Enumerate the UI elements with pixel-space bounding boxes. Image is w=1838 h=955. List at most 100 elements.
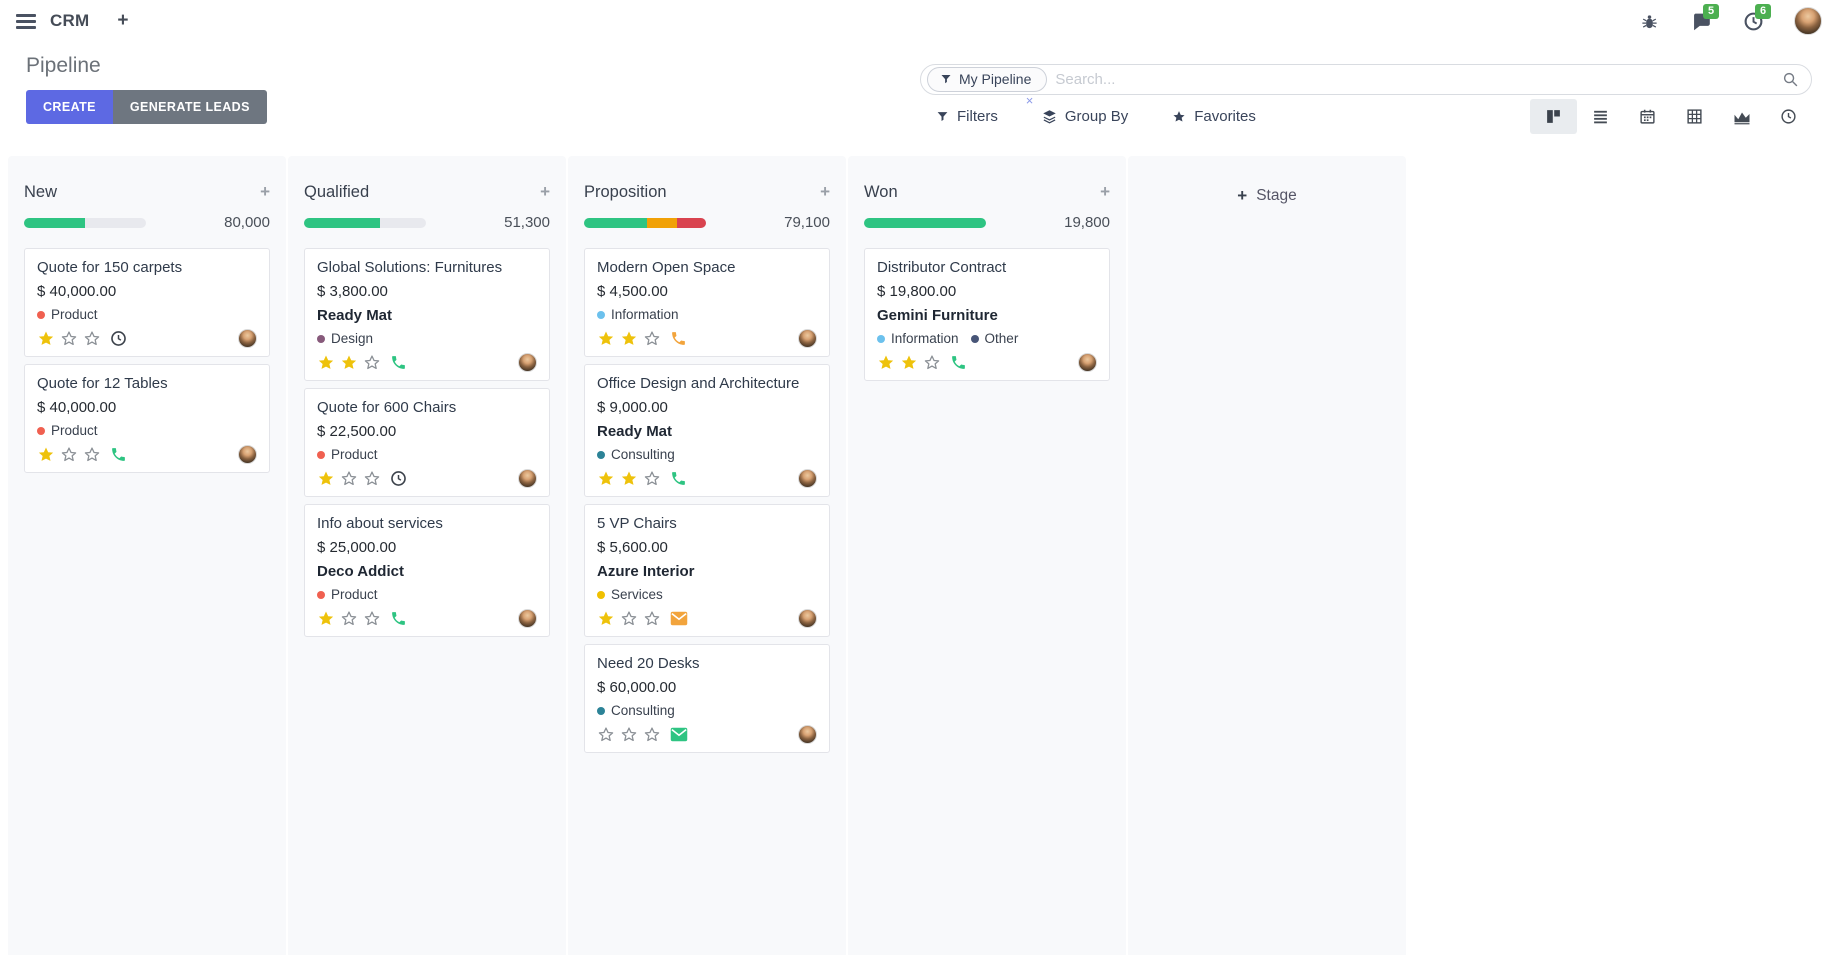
add-tab-icon[interactable]: + <box>117 10 129 31</box>
tag-dot <box>970 334 979 343</box>
star-filled-icon[interactable] <box>620 330 638 348</box>
kanban-column-qualified: Qualified +51,300 Global Solutions: Furnit… <box>288 156 566 955</box>
messages-icon[interactable]: 5 <box>1690 4 1720 32</box>
column-progressbar[interactable] <box>24 217 146 228</box>
star-empty-icon[interactable] <box>620 610 638 628</box>
star-empty-icon[interactable] <box>597 726 615 744</box>
graph-view-icon[interactable] <box>1718 99 1765 134</box>
star-empty-icon[interactable] <box>363 610 381 628</box>
envelope-icon[interactable] <box>670 727 688 742</box>
star-empty-icon[interactable] <box>60 330 78 348</box>
facet-remove-icon[interactable]: × <box>1025 93 1034 108</box>
star-empty-icon[interactable] <box>643 330 661 348</box>
kanban-card[interactable]: Quote for 150 carpets $ 40,000.00 Product <box>24 248 270 357</box>
star-empty-icon[interactable] <box>83 446 101 464</box>
kanban-card[interactable]: Global Solutions: Furnitures $ 3,800.00 Re… <box>304 248 550 381</box>
add-stage-button[interactable]: + Stage <box>1237 186 1296 206</box>
star-filled-icon[interactable] <box>597 470 615 488</box>
kanban-view-icon[interactable] <box>1530 99 1577 134</box>
tag-label: Product <box>331 587 378 602</box>
star-empty-icon[interactable] <box>363 470 381 488</box>
control-panel: Pipeline CREATE GENERATE LEADS My Pipeli… <box>0 42 1838 154</box>
column-name: New <box>24 182 58 201</box>
star-empty-icon[interactable] <box>340 610 358 628</box>
phone-icon[interactable] <box>390 610 407 627</box>
search-icon[interactable] <box>1782 71 1799 88</box>
tag-dot <box>317 334 325 343</box>
phone-icon[interactable] <box>670 470 687 487</box>
search-bar[interactable]: My Pipeline × <box>920 64 1812 107</box>
progress-segment[interactable] <box>304 217 380 228</box>
star-filled-icon[interactable] <box>317 354 335 372</box>
column-progressbar[interactable] <box>304 217 426 228</box>
search-facet-my-pipeline[interactable]: My Pipeline <box>927 67 1048 92</box>
star-filled-icon[interactable] <box>900 354 918 372</box>
kanban-card[interactable]: Quote for 12 Tables $ 40,000.00 Product <box>24 364 270 473</box>
kanban-card[interactable]: Modern Open Space $ 4,500.00 Information <box>584 248 830 357</box>
search-input[interactable] <box>1047 71 1782 88</box>
column-progressbar[interactable] <box>864 217 986 228</box>
kanban-card[interactable]: Office Design and Architecture $ 9,000.00… <box>584 364 830 497</box>
star-filled-icon[interactable] <box>317 470 335 488</box>
phone-icon[interactable] <box>390 354 407 371</box>
calendar-view-icon[interactable] <box>1624 99 1671 134</box>
group-by-button[interactable]: Group By <box>1042 108 1128 125</box>
column-name: Won <box>864 182 898 201</box>
add-record-icon[interactable]: + <box>540 182 550 201</box>
star-empty-icon[interactable] <box>363 354 381 372</box>
clock-icon[interactable] <box>110 330 127 347</box>
column-header: New + <box>24 182 270 202</box>
phone-icon[interactable] <box>950 354 967 371</box>
create-button[interactable]: CREATE <box>26 90 113 124</box>
kanban-card[interactable]: 5 VP Chairs $ 5,600.00 Azure Interior Servi… <box>584 504 830 637</box>
star-filled-icon[interactable] <box>620 470 638 488</box>
add-record-icon[interactable]: + <box>820 182 830 201</box>
phone-icon[interactable] <box>670 330 687 347</box>
star-empty-icon[interactable] <box>643 726 661 744</box>
kanban-card[interactable]: Distributor Contract $ 19,800.00 Gemini Fu… <box>864 248 1110 381</box>
envelope-icon[interactable] <box>670 611 688 626</box>
star-empty-icon[interactable] <box>643 610 661 628</box>
activities-clock-icon[interactable]: 6 <box>1742 4 1772 32</box>
salesperson-avatar <box>238 329 257 348</box>
progress-segment[interactable] <box>864 217 986 228</box>
apps-menu-icon[interactable] <box>16 13 36 29</box>
star-filled-icon[interactable] <box>340 354 358 372</box>
column-progressbar[interactable] <box>584 217 706 228</box>
star-filled-icon[interactable] <box>317 610 335 628</box>
kanban-card[interactable]: Info about services $ 25,000.00 Deco Addic… <box>304 504 550 637</box>
pivot-view-icon[interactable] <box>1671 99 1718 134</box>
phone-icon[interactable] <box>110 446 127 463</box>
star-empty-icon[interactable] <box>923 354 941 372</box>
progress-segment[interactable] <box>584 217 648 228</box>
debug-bug-icon[interactable] <box>1638 10 1660 32</box>
star-empty-icon[interactable] <box>643 470 661 488</box>
generate-leads-button[interactable]: GENERATE LEADS <box>112 90 267 124</box>
star-empty-icon[interactable] <box>83 330 101 348</box>
star-empty-icon[interactable] <box>60 446 78 464</box>
star-empty-icon[interactable] <box>620 726 638 744</box>
add-record-icon[interactable]: + <box>1100 182 1110 201</box>
kanban-card[interactable]: Need 20 Desks $ 60,000.00 Consulting <box>584 644 830 753</box>
favorites-button[interactable]: Favorites <box>1172 108 1256 125</box>
tag-label: Consulting <box>611 447 675 462</box>
list-view-icon[interactable] <box>1577 99 1624 134</box>
star-filled-icon[interactable] <box>597 610 615 628</box>
card-partner: Gemini Furniture <box>877 307 998 324</box>
progress-segment[interactable] <box>676 217 706 228</box>
tag-label: Other <box>984 331 1019 346</box>
star-empty-icon[interactable] <box>340 470 358 488</box>
star-filled-icon[interactable] <box>37 446 55 464</box>
star-filled-icon[interactable] <box>597 330 615 348</box>
user-avatar[interactable] <box>1794 7 1822 35</box>
kanban-card[interactable]: Quote for 600 Chairs $ 22,500.00 Product <box>304 388 550 497</box>
progress-segment[interactable] <box>24 217 85 228</box>
star-filled-icon[interactable] <box>37 330 55 348</box>
app-name[interactable]: CRM <box>50 11 90 30</box>
progress-segment[interactable] <box>647 217 677 228</box>
activity-view-icon[interactable] <box>1765 99 1812 134</box>
filters-button[interactable]: Filters <box>936 108 998 125</box>
clock-icon[interactable] <box>390 470 407 487</box>
star-filled-icon[interactable] <box>877 354 895 372</box>
add-record-icon[interactable]: + <box>260 182 270 201</box>
